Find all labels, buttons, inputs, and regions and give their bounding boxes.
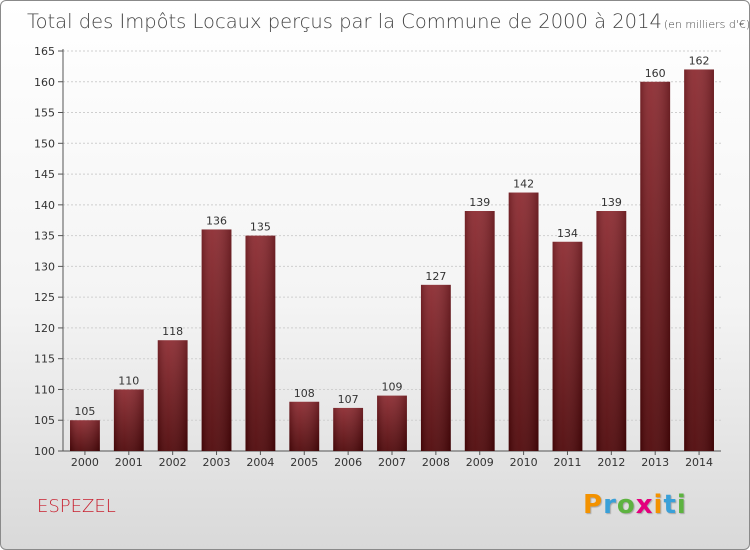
value-label: 139 [601, 196, 622, 209]
logo-letter: i [653, 490, 664, 520]
y-tick-label: 120 [34, 322, 55, 335]
bar-shade [640, 81, 671, 452]
bar-shade [70, 420, 100, 451]
x-tick-label: 2007 [378, 456, 406, 469]
y-tick-label: 125 [34, 291, 55, 304]
x-tick-label: 2003 [203, 456, 231, 469]
commune-name: ESPEZEL [37, 496, 116, 517]
x-tick-label: 2009 [466, 456, 494, 469]
y-tick-labels: 100 105 110 115 120 125 130 135 140 145 150 155 160 1… [34, 45, 55, 458]
value-label: 127 [425, 270, 446, 283]
bar-shade [201, 229, 232, 451]
y-tick-label: 130 [34, 260, 55, 273]
value-label: 107 [338, 393, 359, 406]
y-tick-label: 135 [34, 230, 55, 243]
value-label: 160 [645, 67, 666, 80]
x-tick-label: 2001 [115, 456, 143, 469]
chart-subtitle: (en milliers d'€) [664, 18, 749, 31]
y-tick-label: 140 [34, 199, 55, 212]
bar-shade [508, 192, 539, 452]
value-label: 110 [118, 374, 139, 387]
value-label: 109 [382, 381, 403, 394]
value-label: 134 [557, 227, 578, 240]
y-tick-label: 150 [34, 137, 55, 150]
chart-title: Total des Impôts Locaux perçus par la Co… [27, 10, 749, 33]
x-tick-label: 2010 [510, 456, 538, 469]
y-tick-label: 100 [34, 445, 55, 458]
x-tick-label: 2011 [553, 456, 581, 469]
bar-shade [596, 211, 627, 451]
logo-letter: i [676, 490, 687, 520]
value-label: 162 [689, 54, 710, 67]
y-tick-label: 105 [34, 414, 55, 427]
chart-title-main: Total des Impôts Locaux perçus par la Co… [27, 10, 662, 33]
bar-shade [552, 241, 583, 451]
logo-letter: r [603, 490, 617, 520]
y-tick-label: 115 [34, 353, 55, 366]
x-tick-label: 2005 [290, 456, 318, 469]
logo-letter: t [663, 490, 677, 520]
x-tick-label: 2006 [334, 456, 362, 469]
bar-shade [377, 395, 407, 451]
y-tick-label: 165 [34, 45, 55, 58]
value-label: 105 [74, 405, 95, 418]
logo-letter: P [583, 490, 604, 520]
value-label: 135 [250, 221, 271, 234]
proxiti-logo[interactable]: Proxiti [583, 490, 687, 520]
x-tick-label: 2014 [685, 456, 713, 469]
value-label: 142 [513, 178, 534, 191]
value-label: 136 [206, 214, 227, 227]
value-label: 139 [469, 196, 490, 209]
value-labels: 105 110 118 136 135 108 107 109 127 139 142 134 139 1… [74, 54, 709, 418]
value-label: 108 [294, 387, 315, 400]
x-tick-label: 2002 [159, 456, 187, 469]
bar-shade [333, 407, 364, 451]
x-tick-label: 2012 [597, 456, 625, 469]
bar-shade [245, 235, 276, 451]
y-tick-label: 110 [34, 383, 55, 396]
x-tick-label: 2000 [71, 456, 99, 469]
y-tick-label: 155 [34, 107, 55, 120]
x-tick-labels: 2000 2001 2002 2003 2004 2005 2006 2007 2008 2009… [71, 456, 713, 469]
y-tick-label: 145 [34, 168, 55, 181]
logo-letter: o [616, 490, 636, 520]
bar-shade [464, 211, 495, 451]
x-tick-label: 2013 [641, 456, 669, 469]
bar-shade [420, 284, 451, 451]
bar-shade [289, 401, 320, 451]
x-tick-label: 2008 [422, 456, 450, 469]
bar-shade [157, 340, 188, 451]
value-label: 118 [162, 325, 183, 338]
x-tick-label: 2004 [246, 456, 274, 469]
bar-shade [113, 389, 144, 451]
bars [70, 69, 714, 452]
bar-shade [684, 69, 714, 451]
logo-letter: x [635, 490, 654, 520]
y-tick-label: 160 [34, 76, 55, 89]
